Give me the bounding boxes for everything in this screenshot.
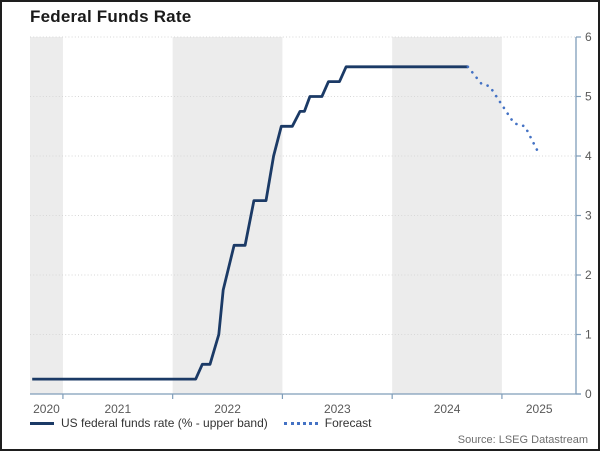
legend-item-actual: US federal funds rate (% - upper band) [30, 416, 268, 430]
y-axis-label: 2 [585, 268, 592, 282]
solid-line-swatch [30, 421, 54, 425]
x-axis-label: 2022 [214, 402, 241, 416]
x-axis-label: 2020 [33, 402, 60, 416]
legend-label-forecast: Forecast [324, 416, 372, 430]
y-axis-label: 0 [585, 387, 592, 401]
x-axis-label: 2024 [434, 402, 461, 416]
year-shading-band [392, 37, 502, 394]
source-credit: Source: LSEG Datastream [457, 434, 588, 446]
dotted-line-swatch [283, 421, 318, 425]
x-axis-label: 2023 [324, 402, 351, 416]
y-axis-label: 6 [585, 30, 592, 44]
year-shading-band [172, 37, 283, 394]
legend-item-forecast: Forecast [283, 416, 372, 430]
chart-title: Federal Funds Rate [30, 7, 192, 26]
legend-label-actual: US federal funds rate (% - upper band) [61, 416, 268, 430]
y-axis-label: 1 [585, 328, 592, 342]
x-axis-label: 2021 [104, 402, 131, 416]
x-axis-label: 2025 [526, 402, 553, 416]
y-axis-label: 3 [585, 209, 592, 223]
y-axis-label: 4 [585, 149, 592, 163]
legend: US federal funds rate (% - upper band) F… [30, 416, 371, 430]
forecast-line [466, 65, 541, 156]
fed-funds-rate-line [32, 65, 468, 381]
y-axis-label: 5 [585, 90, 592, 104]
